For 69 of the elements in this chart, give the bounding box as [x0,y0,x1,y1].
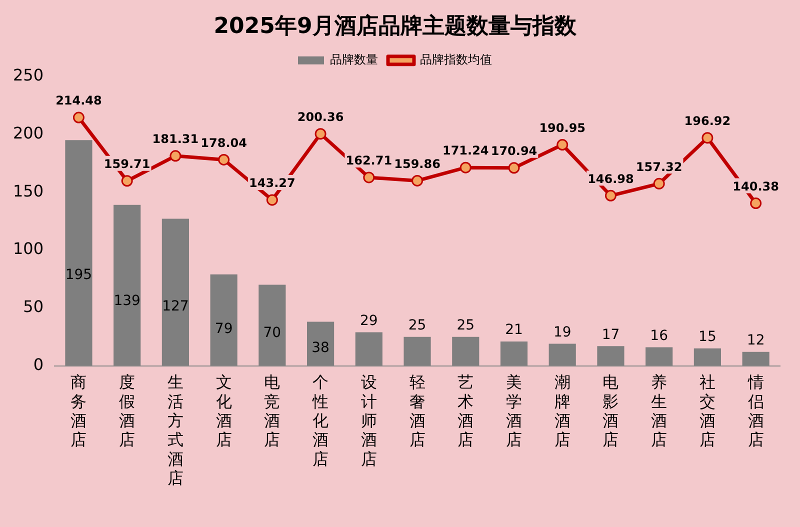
x-tick-label: 艺术酒店 [458,372,474,450]
point [314,128,326,140]
legend-label: 品牌指数均值 [420,52,492,67]
x-tick-label: 情侣酒店 [746,372,764,450]
data-label: 171.24 [442,144,489,158]
point [702,132,714,144]
point [653,178,665,190]
data-label: 127 [162,298,189,315]
x-tick-label: 商务酒店 [70,372,87,450]
y-tick-label: 200 [12,123,44,142]
data-label: 196.92 [684,114,731,128]
data-label: 139 [114,293,140,310]
data-label: 190.95 [539,120,586,135]
data-label: 70 [263,325,282,342]
data-label: 195 [65,267,92,284]
x-tick-label: 美学酒店 [506,372,522,450]
data-label: 21 [505,322,523,338]
data-label: 143.27 [249,176,296,190]
data-label: 178.04 [200,136,247,150]
y-tick-label: 0 [33,354,44,374]
x-tick-label: 文化酒店 [216,372,232,450]
x-tick-label: 潮牌酒店 [554,372,570,450]
x-tick-label: 度假酒店 [119,372,136,450]
x-tick-label: 生活方式酒店 [167,372,184,488]
data-label: 25 [408,318,426,334]
point [121,175,133,187]
x-tick-label: 电影酒店 [602,372,619,450]
data-label: 12 [746,332,765,349]
y-tick-label: 50 [23,297,44,316]
y-tick-label: 250 [12,66,44,85]
point [218,154,230,166]
x-tick-label: 轻奢酒店 [409,372,426,450]
point [363,172,375,184]
point [508,162,520,174]
x-tick-label: 养生酒店 [651,372,668,450]
point [604,190,616,202]
data-label: 17 [602,326,620,343]
data-label: 181.31 [152,132,199,146]
data-label: 146.98 [588,172,634,186]
data-label: 25 [456,318,475,334]
point [750,198,762,210]
y-tick-label: 100 [12,239,44,258]
data-label: 79 [214,320,233,337]
x-tick-label: 设计师酒店 [360,372,377,468]
data-label: 162.71 [346,154,392,168]
point [170,150,182,162]
data-label: 29 [360,312,378,329]
x-tick-label: 社交酒店 [699,372,716,450]
x-tick-label: 电竞酒店 [264,372,280,450]
data-label: 200.36 [297,110,344,124]
x-tick-label: 个性化酒店 [312,372,329,468]
point [412,174,424,186]
point [72,112,84,124]
y-tick-label: 150 [12,181,44,200]
data-label: 159.86 [394,156,440,171]
data-label: 159.71 [104,157,150,172]
data-label: 15 [698,329,716,346]
chart-title: 2025年9月酒店品牌主题数量与指数 [214,12,578,39]
data-label: 157.32 [636,160,682,174]
data-label: 140.38 [732,179,779,194]
data-label: 19 [553,324,572,340]
point [266,194,278,206]
data-label: 16 [650,328,668,344]
legend-label: 品牌数量 [330,52,378,67]
data-label: 214.48 [56,94,102,108]
data-label: 38 [312,340,330,356]
point [556,139,568,151]
data-label: 170.94 [490,144,538,158]
point [460,162,472,174]
